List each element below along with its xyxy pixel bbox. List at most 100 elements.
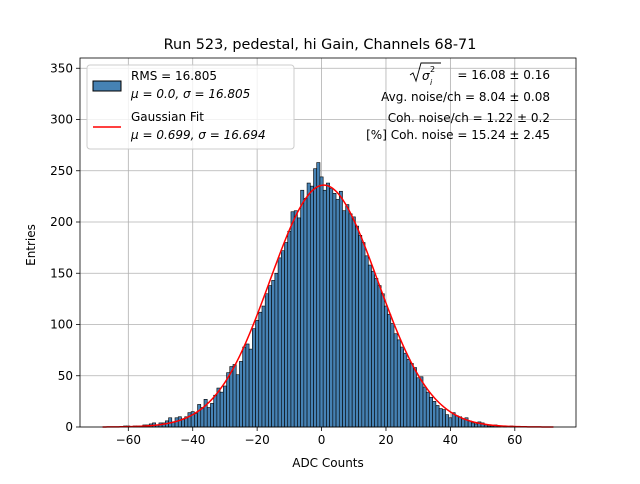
histogram-bar [319, 176, 324, 428]
histogram-bar [474, 423, 479, 428]
annotation-coh-noise: Coh. noise/ch = 1.22 ± 0.2 [388, 111, 550, 125]
histogram-bar [326, 182, 330, 428]
histogram-bar [213, 394, 218, 428]
histogram-bar [390, 323, 395, 428]
histogram-bar [338, 190, 343, 428]
histogram-bar [329, 187, 334, 428]
y-tick-label: 100 [50, 318, 73, 332]
histogram-bar [287, 230, 292, 428]
histogram-bar [242, 346, 247, 428]
histogram-bar [284, 242, 289, 428]
legend-histogram-patch [92, 80, 122, 92]
histogram-bar [280, 250, 285, 428]
y-tick-label: 350 [50, 61, 73, 75]
histogram-bar [258, 311, 263, 428]
histogram-bar [432, 401, 437, 428]
histogram-bar [303, 198, 308, 428]
legend-hist-sublabel: μ = 0.0, σ = 16.805 [130, 87, 250, 101]
histogram-bar [174, 417, 179, 428]
histogram-bar [300, 189, 305, 428]
histogram-bar [461, 418, 466, 428]
annotation-variance-sup: 2 [430, 65, 435, 74]
legend-fit-label: Gaussian Fit [131, 110, 204, 124]
histogram-bar [219, 391, 224, 428]
y-axis-ticks: 0 50 100 150 200 250 300 350 [50, 61, 80, 434]
legend-fit-sublabel: μ = 0.699, σ = 16.694 [130, 128, 266, 142]
histogram-bar [387, 313, 392, 428]
legend-hist-label: RMS = 16.805 [131, 69, 217, 83]
x-tick-label: 20 [378, 433, 393, 447]
y-axis-label: Entries [24, 224, 38, 266]
histogram-bar [226, 372, 231, 428]
histogram-bar [351, 216, 356, 428]
histogram-bar [438, 408, 443, 428]
histogram-bar [335, 199, 340, 428]
histogram-bar [419, 376, 424, 428]
histogram-bar [442, 409, 446, 428]
annotation-variance-sub: i [430, 78, 433, 87]
y-tick-label: 300 [50, 113, 73, 127]
histogram-bar [200, 407, 205, 428]
histogram-bar [248, 348, 253, 428]
histogram-bar [194, 413, 198, 428]
histogram-bar [358, 235, 363, 428]
histogram-bar [197, 404, 202, 428]
histogram-bar [454, 415, 459, 428]
histogram-bar [348, 213, 353, 428]
histogram-bar [297, 217, 301, 428]
annotation-variance-value: = 16.08 ± 0.16 [457, 68, 550, 82]
x-tick-label: 40 [443, 433, 458, 447]
histogram-bar [232, 364, 237, 428]
gaussian-fit-line [102, 184, 554, 428]
histogram-bar [396, 339, 401, 428]
histogram-bar [332, 193, 337, 428]
plot-frame [79, 57, 577, 428]
histogram-bar [361, 242, 366, 428]
x-axis-ticks: −60 −40 −20 0 20 40 60 [116, 427, 522, 447]
histogram-bar [235, 374, 240, 428]
sqrt-sign [409, 62, 441, 83]
histogram-bar [239, 361, 243, 428]
histogram-bar [416, 377, 421, 428]
histogram-bar [277, 257, 282, 428]
histogram-bar [206, 407, 211, 428]
chart-title: Run 523, pedestal, hi Gain, Channels 68-… [164, 37, 477, 53]
y-tick-label: 50 [58, 369, 73, 383]
histogram-bar [471, 422, 475, 428]
histogram-bar [422, 386, 427, 428]
histogram-bar [274, 272, 279, 428]
annotation-avg-noise: Avg. noise/ch = 8.04 ± 0.08 [381, 90, 550, 104]
histogram-bar [342, 210, 347, 428]
y-tick-label: 250 [50, 164, 73, 178]
annotation-box: σ 2 i = 16.08 ± 0.16 Avg. noise/ch = 8.0… [366, 62, 550, 142]
histogram-bar [261, 305, 266, 428]
histogram-bar [435, 405, 440, 428]
legend: RMS = 16.805 μ = 0.0, σ = 16.805 Gaussia… [86, 64, 295, 150]
histogram-bar [413, 367, 417, 428]
histogram-bar [448, 417, 453, 428]
histogram-bar [429, 396, 433, 428]
y-tick-label: 150 [50, 266, 73, 280]
histogram-bar [177, 416, 182, 428]
x-axis-label: ADC Counts [292, 456, 364, 470]
histogram-bar [252, 328, 256, 428]
histogram-bar [380, 293, 385, 428]
histogram-bar [377, 285, 382, 428]
histogram-bar [268, 285, 272, 428]
histogram-bar [210, 403, 214, 428]
histogram-bar [384, 305, 388, 428]
histogram-bar [406, 359, 411, 428]
histogram-bar [306, 182, 311, 428]
histogram-bar [309, 185, 314, 428]
histogram-bar [187, 412, 192, 428]
histogram-bar [245, 343, 250, 428]
y-tick-label: 200 [50, 215, 73, 229]
histogram-bar [313, 168, 318, 428]
histogram-bar [223, 385, 227, 428]
x-tick-label: −20 [244, 433, 269, 447]
histogram-bar [355, 225, 359, 428]
legend-box [86, 64, 295, 150]
histogram-bar [374, 278, 379, 428]
histogram-bar [322, 189, 327, 428]
